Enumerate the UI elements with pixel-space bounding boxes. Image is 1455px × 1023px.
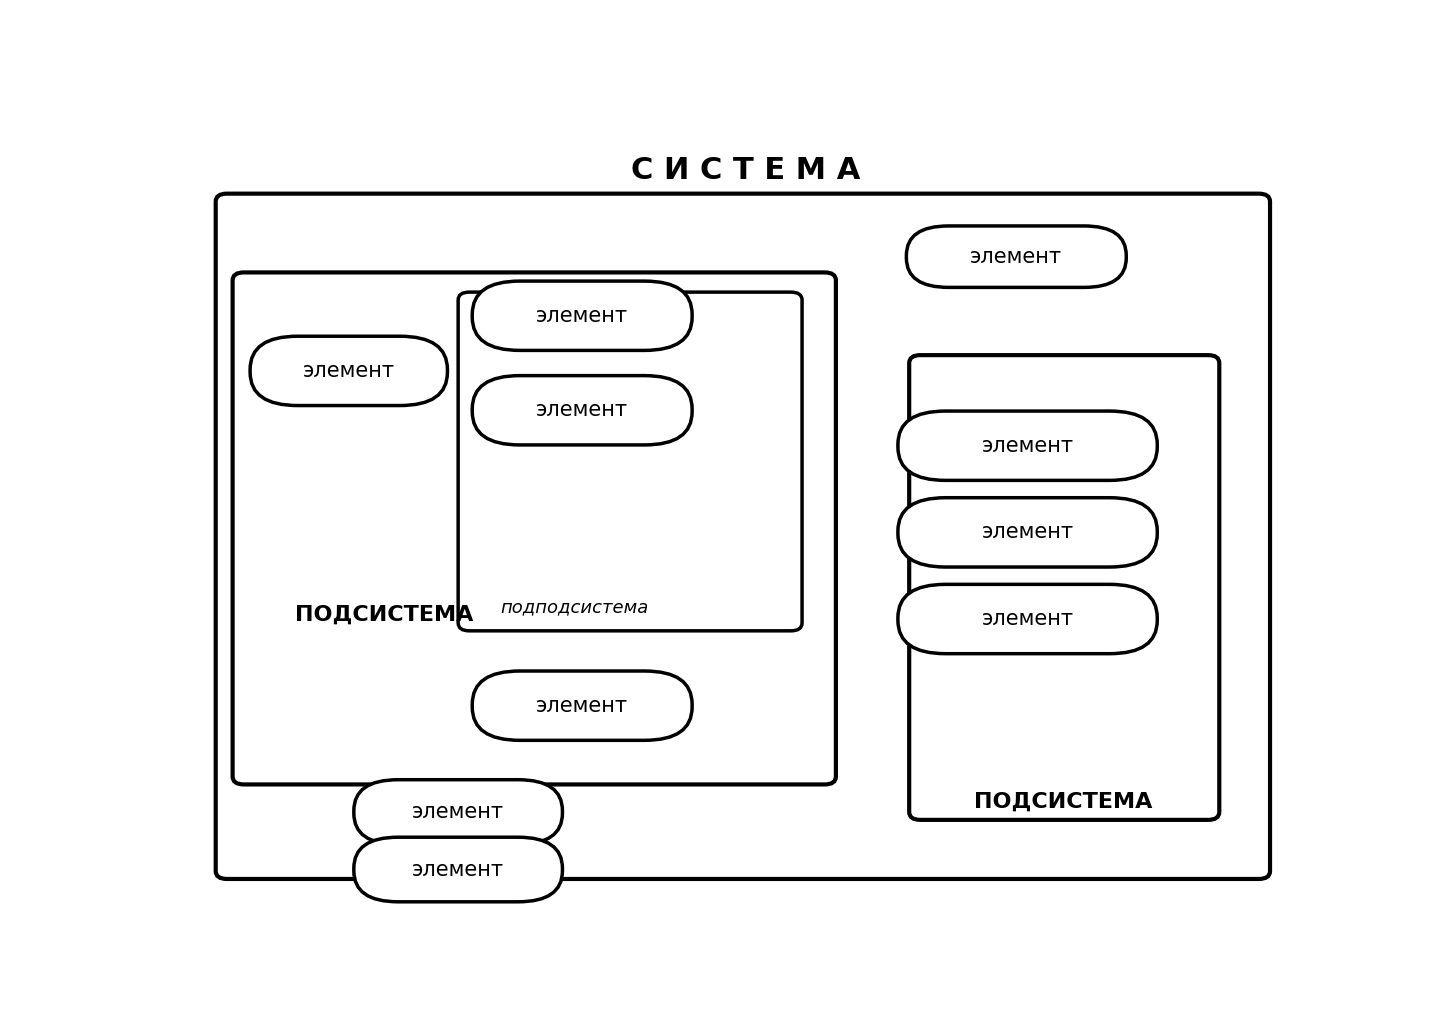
FancyBboxPatch shape xyxy=(458,293,802,631)
Text: подподсистема: подподсистема xyxy=(501,598,649,616)
Text: элемент: элемент xyxy=(982,523,1074,542)
FancyBboxPatch shape xyxy=(354,837,563,902)
Text: элемент: элемент xyxy=(535,696,629,716)
Text: элемент: элемент xyxy=(412,802,505,822)
Text: элемент: элемент xyxy=(303,361,394,381)
Text: С И С Т Е М А: С И С Т Е М А xyxy=(631,155,860,184)
FancyBboxPatch shape xyxy=(898,498,1157,567)
FancyBboxPatch shape xyxy=(233,272,837,785)
FancyBboxPatch shape xyxy=(909,355,1219,819)
FancyBboxPatch shape xyxy=(354,780,563,844)
FancyBboxPatch shape xyxy=(906,226,1126,287)
FancyBboxPatch shape xyxy=(473,281,693,351)
Text: элемент: элемент xyxy=(412,859,505,880)
FancyBboxPatch shape xyxy=(250,337,448,405)
FancyBboxPatch shape xyxy=(473,375,693,445)
Text: элемент: элемент xyxy=(982,609,1074,629)
FancyBboxPatch shape xyxy=(473,671,693,741)
Text: элемент: элемент xyxy=(970,247,1062,267)
Text: элемент: элемент xyxy=(982,436,1074,455)
Text: ПОДСИСТЕМА: ПОДСИСТЕМА xyxy=(294,605,473,625)
Text: элемент: элемент xyxy=(535,306,629,325)
FancyBboxPatch shape xyxy=(898,584,1157,654)
FancyBboxPatch shape xyxy=(215,193,1270,879)
Text: элемент: элемент xyxy=(535,400,629,420)
Text: ПОДСИСТЕМА: ПОДСИСТЕМА xyxy=(975,792,1152,812)
FancyBboxPatch shape xyxy=(898,411,1157,481)
